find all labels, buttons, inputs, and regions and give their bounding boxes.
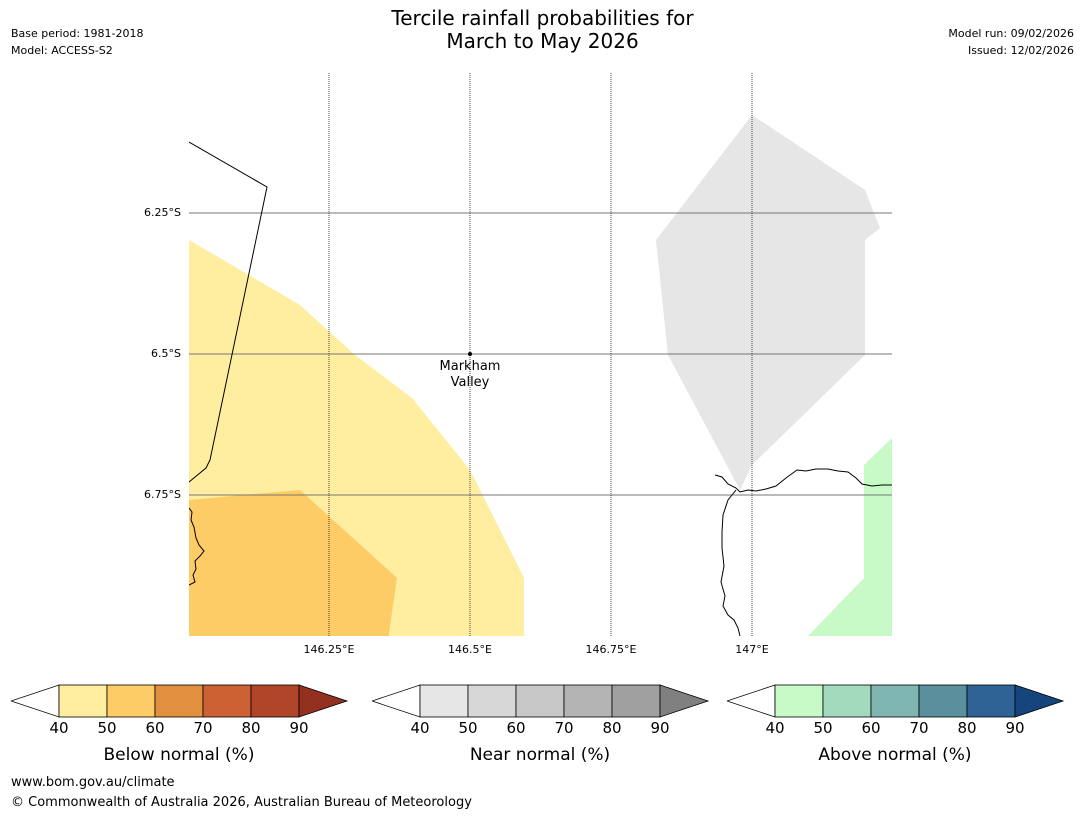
near-normal-colorbar-segment — [515, 684, 565, 718]
above-normal-colorbar-high-extend — [1014, 684, 1065, 718]
footer-copyright: © Commonwealth of Australia 2026, Austra… — [11, 795, 472, 810]
below-normal-colorbar-high-extend — [298, 684, 349, 718]
latitude-gridlines — [189, 212, 892, 496]
above-normal-tick-label: 90 — [1005, 719, 1025, 737]
below-normal-tick-label: 70 — [193, 719, 213, 737]
border-line — [189, 141, 268, 483]
place-label: Markham Valley — [420, 359, 520, 391]
coastline-west — [189, 507, 205, 586]
below-normal-colorbar-low-extend — [11, 684, 60, 718]
title-line-1: Tercile rainfall probabilities for — [391, 6, 694, 30]
below-normal-legend-label: Below normal (%) — [103, 745, 255, 765]
above-normal-colorbar-segment — [774, 684, 824, 718]
below-normal-tick-label: 40 — [49, 719, 69, 737]
near-normal-colorbar-segment — [563, 684, 613, 718]
issued-date: Issued: 12/02/2026 — [967, 44, 1074, 57]
place-label-line-1: Markham — [439, 359, 501, 374]
base-period: Base period: 1981-2018 — [11, 27, 144, 40]
above-normal-region — [808, 438, 892, 636]
above-normal-tick-label: 50 — [813, 719, 833, 737]
lon-label-146-5: 146.5°E — [448, 643, 492, 656]
near-normal-tick-label: 70 — [554, 719, 574, 737]
lat-label-6-5: 6.5°S — [151, 347, 181, 360]
above-normal-colorbar-segment — [822, 684, 872, 718]
model-run: Model run: 09/02/2026 — [948, 27, 1074, 40]
near-normal-colorbar-segment — [611, 684, 661, 718]
near-normal-colorbar-segment — [419, 684, 469, 718]
lat-label-6-75: 6.75°S — [144, 488, 181, 501]
below-normal-tick-label: 50 — [97, 719, 117, 737]
near-normal-legend-label: Near normal (%) — [469, 745, 611, 765]
below-normal-colorbar-segment — [106, 684, 156, 718]
near-normal-tick-label: 50 — [458, 719, 478, 737]
near-normal-tick-label: 60 — [506, 719, 526, 737]
near-normal-region — [656, 115, 880, 490]
near-normal-colorbar-high-extend — [659, 684, 710, 718]
lon-label-147: 147°E — [735, 643, 769, 656]
above-normal-colorbar — [727, 684, 1065, 718]
above-normal-colorbar-segment — [918, 684, 968, 718]
above-normal-tick-label: 80 — [957, 719, 977, 737]
near-normal-tick-label: 40 — [410, 719, 430, 737]
coastline-peninsula — [720, 489, 741, 636]
title-line-2: March to May 2026 — [446, 29, 639, 53]
below-normal-tick-label: 60 — [145, 719, 165, 737]
below-normal-tick-label: 90 — [289, 719, 309, 737]
above-normal-colorbar-segment — [966, 684, 1016, 718]
near-normal-colorbar-segment — [467, 684, 517, 718]
coastline-east — [714, 468, 892, 493]
above-normal-legend-label: Above normal (%) — [818, 745, 972, 765]
above-normal-tick-label: 40 — [765, 719, 785, 737]
near-normal-tick-label: 80 — [602, 719, 622, 737]
below-normal-tick-label: 80 — [241, 719, 261, 737]
above-normal-colorbar-segment — [870, 684, 920, 718]
below-normal-colorbar-segment — [154, 684, 204, 718]
lon-label-146-25: 146.25°E — [303, 643, 355, 656]
near-normal-tick-label: 90 — [650, 719, 670, 737]
lon-label-146-75: 146.75°E — [585, 643, 637, 656]
near-normal-colorbar-low-extend — [372, 684, 421, 718]
above-normal-tick-label: 70 — [909, 719, 929, 737]
page-title: Tercile rainfall probabilities for March… — [0, 7, 1085, 53]
place-label-line-2: Valley — [450, 375, 490, 390]
location-marker — [468, 352, 472, 356]
below-normal-50-60-region — [189, 490, 397, 636]
above-normal-tick-label: 60 — [861, 719, 881, 737]
map-canvas — [189, 73, 892, 636]
below-normal-colorbar — [11, 684, 349, 718]
lat-label-6-25: 6.25°S — [144, 206, 181, 219]
footer-url[interactable]: www.bom.gov.au/climate — [11, 775, 175, 790]
near-normal-colorbar — [372, 684, 710, 718]
model-name: Model: ACCESS-S2 — [11, 44, 113, 57]
above-normal-colorbar-low-extend — [727, 684, 776, 718]
below-normal-colorbar-segment — [250, 684, 300, 718]
below-normal-colorbar-segment — [58, 684, 108, 718]
below-normal-colorbar-segment — [202, 684, 252, 718]
